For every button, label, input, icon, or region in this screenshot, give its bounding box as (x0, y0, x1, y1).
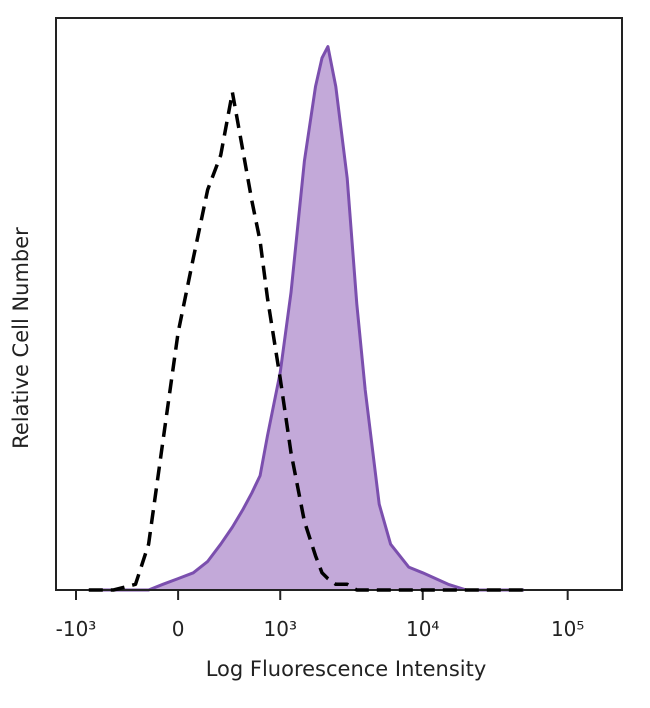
plot-frame (55, 17, 623, 591)
histogram-line (88, 45, 524, 592)
x-tick-label: 0 (172, 617, 185, 641)
x-axis-label: Log Fluorescence Intensity (206, 657, 487, 681)
x-tick-label: 10³ (264, 617, 297, 641)
histogram-line (88, 90, 524, 592)
histogram-area (88, 46, 525, 591)
x-tick-label: -10³ (56, 617, 97, 641)
y-axis-label: Relative Cell Number (9, 227, 33, 449)
x-tick-label: 10⁵ (551, 617, 584, 641)
x-tick-label: 10⁴ (406, 617, 439, 641)
